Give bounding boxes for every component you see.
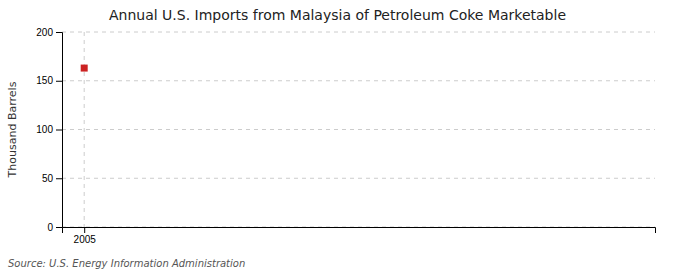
source: Source: U.S. Energy Information Administ… xyxy=(8,258,245,269)
x-tick-label: 2005 xyxy=(74,234,97,245)
y-tick-mark xyxy=(56,81,62,82)
y-tick: 150 xyxy=(36,75,62,86)
y-grid-line xyxy=(62,80,655,81)
x-grid-line xyxy=(84,32,85,227)
points xyxy=(81,65,88,72)
y-tick: 100 xyxy=(36,124,62,135)
point xyxy=(81,65,88,72)
x-tick: 2005 xyxy=(74,227,97,245)
y-axis: 0 50 100 150 200 xyxy=(36,27,62,233)
y-tick-mark xyxy=(56,130,62,131)
y-tick-label: 100 xyxy=(36,124,53,135)
y-grid-line xyxy=(62,32,655,33)
y-axis-label: Thousand Barrels xyxy=(6,81,19,178)
y-grid-line xyxy=(62,129,655,130)
y-tick: 50 xyxy=(42,173,62,184)
x-axis: 2005 xyxy=(63,227,656,245)
y-tick-mark xyxy=(56,178,62,179)
plot: 2005 0 50 100 150 200 xyxy=(36,27,655,245)
y-grid-line xyxy=(62,178,655,179)
y-tick-label: 150 xyxy=(36,75,53,86)
title: Annual U.S. Imports from Malaysia of Pet… xyxy=(109,7,566,23)
chart: 2005 0 50 100 150 200 Annual U.S. Imports from… xyxy=(0,0,675,275)
x-axis-line xyxy=(63,228,656,234)
grid xyxy=(62,32,655,227)
y-tick: 200 xyxy=(36,27,62,38)
y-tick-mark xyxy=(56,227,62,228)
y-tick-mark xyxy=(56,32,62,33)
y-tick-label: 0 xyxy=(47,222,53,233)
x-tick-mark xyxy=(84,227,85,233)
y-tick-label: 200 xyxy=(36,27,53,38)
y-tick-label: 50 xyxy=(42,173,54,184)
y-axis-line xyxy=(56,33,63,228)
y-tick: 0 xyxy=(47,222,62,233)
